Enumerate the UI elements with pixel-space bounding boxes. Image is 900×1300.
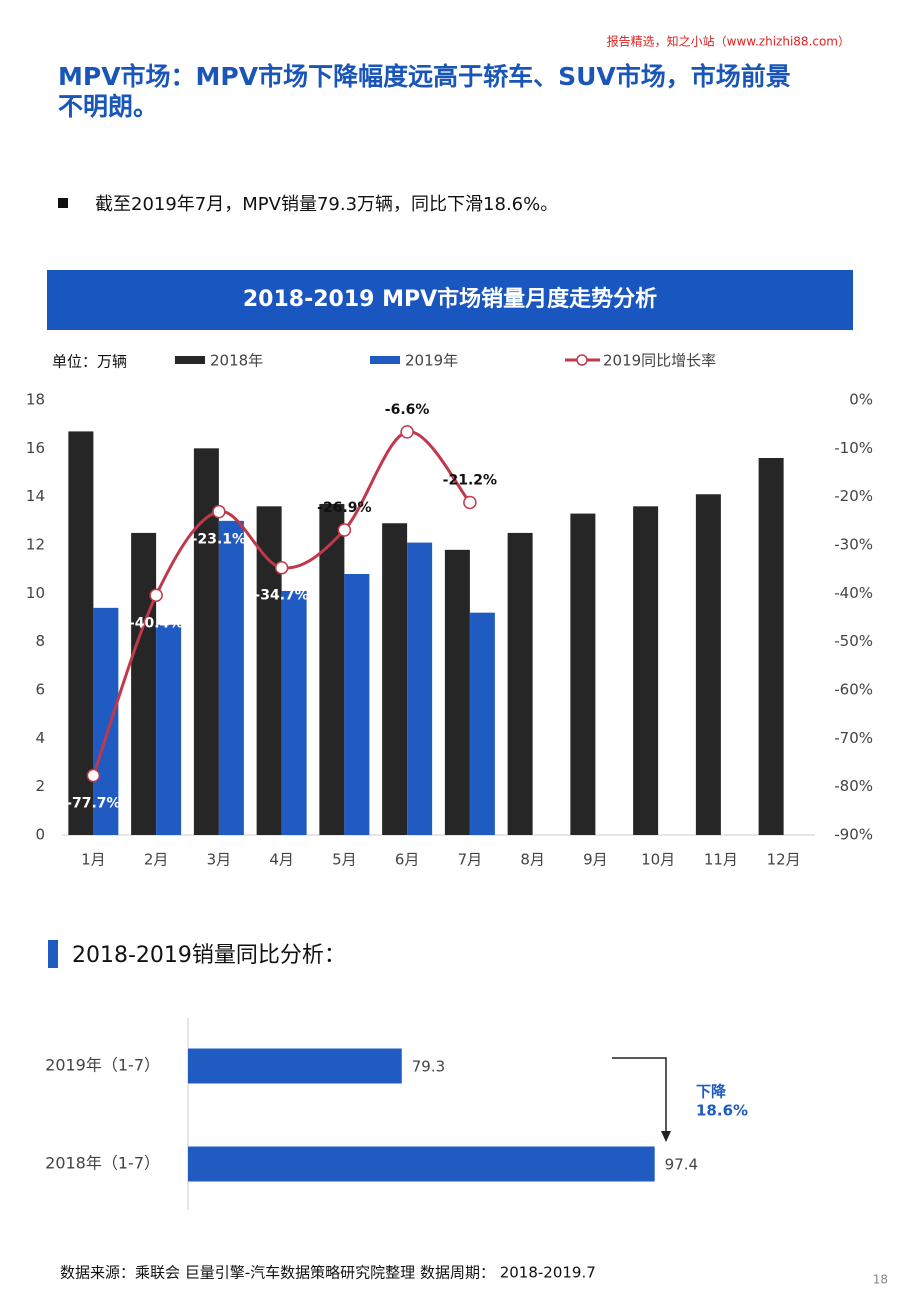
- watermark: 报告精选，知之小站（www.zhizhi88.com）: [607, 34, 850, 49]
- bar: [633, 506, 659, 835]
- bar: [570, 513, 596, 835]
- growth-marker: [149, 588, 163, 603]
- y-tick-label: 16: [26, 439, 45, 457]
- data-label: 79.3: [412, 1058, 445, 1076]
- x-tick-label: 6月: [395, 851, 420, 869]
- bar: [444, 549, 470, 835]
- title-line: MPV市场：MPV市场下降幅度远高于轿车、SUV市场，市场前景: [58, 62, 791, 91]
- x-tick-label: 4月: [269, 851, 294, 869]
- bar: [695, 494, 721, 835]
- annotation: 18.6%: [696, 1102, 748, 1120]
- category-label: 2019年（1-7）: [45, 1056, 160, 1075]
- chart-title: 2018-2019 MPV市场销量月度走势分析: [243, 286, 657, 312]
- x-tick-label: 7月: [458, 851, 483, 869]
- y2-tick-label: -50%: [834, 632, 873, 650]
- arrow: [612, 1057, 667, 1132]
- legend-label: 2019同比增长率: [603, 352, 716, 370]
- y2-tick-label: -90%: [834, 826, 873, 844]
- page-number: 18: [873, 1273, 888, 1287]
- bullet-mark: [58, 198, 68, 208]
- data-label: -6.6%: [385, 402, 430, 418]
- bar: [188, 1048, 402, 1084]
- y2-tick-label: -60%: [834, 681, 873, 699]
- legend-label: 2018年: [210, 352, 263, 370]
- x-tick-label: 10月: [641, 851, 675, 869]
- bar: [156, 624, 182, 835]
- data-label: -34.7%: [254, 588, 308, 604]
- unit-label: 单位：万辆: [52, 353, 127, 371]
- data-label: -21.2%: [443, 472, 497, 488]
- category-label: 2018年（1-7）: [45, 1154, 160, 1173]
- section-marker: [48, 940, 58, 968]
- growth-marker: [274, 560, 289, 575]
- legend-swatch: [175, 356, 205, 364]
- bar: [319, 503, 345, 835]
- x-tick-label: 5月: [332, 851, 357, 869]
- bar: [469, 612, 495, 835]
- y2-tick-label: -20%: [834, 487, 873, 505]
- annotation: 下降: [696, 1083, 727, 1101]
- bar: [507, 532, 533, 835]
- arrow-head: [661, 1131, 671, 1142]
- chart-banner: [47, 270, 853, 330]
- source: 数据来源：乘联会 巨量引擎-汽车数据策略研究院整理 数据周期： 2018-201…: [60, 1264, 596, 1282]
- data-label: 97.4: [665, 1156, 698, 1174]
- y2-tick-label: -40%: [834, 584, 873, 602]
- bar: [68, 431, 94, 835]
- legend-swatch: [370, 356, 400, 364]
- y-tick-label: 0: [35, 826, 45, 844]
- data-label: -23.1%: [192, 532, 246, 548]
- section-heading: 2018-2019销量同比分析：: [72, 943, 346, 968]
- bar: [758, 458, 784, 835]
- x-tick-label: 1月: [81, 851, 106, 869]
- y2-tick-label: 0%: [849, 391, 873, 409]
- y2-tick-label: -10%: [834, 439, 873, 457]
- bar: [256, 506, 282, 835]
- y-tick-label: 14: [26, 487, 45, 505]
- x-tick-label: 9月: [583, 851, 608, 869]
- bar: [188, 1146, 655, 1182]
- bar: [93, 607, 119, 835]
- growth-marker: [337, 523, 352, 537]
- bullet-text: 截至2019年7月，MPV销量79.3万辆，同比下滑18.6%。: [95, 194, 558, 215]
- y-tick-label: 6: [35, 681, 45, 699]
- data-label: -77.7%: [66, 796, 120, 812]
- bar: [407, 542, 433, 835]
- bar: [281, 590, 307, 835]
- y-tick-label: 8: [35, 632, 45, 650]
- x-tick-label: 8月: [520, 851, 545, 869]
- y2-tick-label: -30%: [834, 536, 873, 554]
- y-tick-label: 2: [35, 777, 45, 795]
- x-tick-label: 11月: [704, 851, 738, 869]
- bar: [344, 574, 370, 835]
- data-label: -40.4%: [129, 615, 183, 631]
- x-tick-label: 12月: [767, 851, 801, 869]
- bar: [131, 532, 157, 835]
- y2-tick-label: -70%: [834, 729, 873, 747]
- growth-marker: [212, 504, 226, 519]
- growth-marker: [86, 768, 101, 783]
- y-tick-label: 4: [35, 729, 45, 747]
- y-tick-label: 18: [26, 391, 45, 409]
- y2-tick-label: -80%: [834, 777, 873, 795]
- bar: [382, 523, 408, 835]
- x-tick-label: 2月: [144, 851, 169, 869]
- x-tick-label: 3月: [207, 851, 232, 869]
- growth-marker: [400, 425, 414, 439]
- bar: [218, 520, 244, 835]
- y-tick-label: 10: [26, 584, 45, 602]
- title-line: 不明朗。: [58, 92, 158, 121]
- legend-marker: [576, 354, 588, 366]
- data-label: -26.9%: [317, 500, 371, 516]
- y-tick-label: 12: [26, 536, 45, 554]
- growth-marker: [463, 495, 477, 510]
- legend-label: 2019年: [405, 352, 458, 370]
